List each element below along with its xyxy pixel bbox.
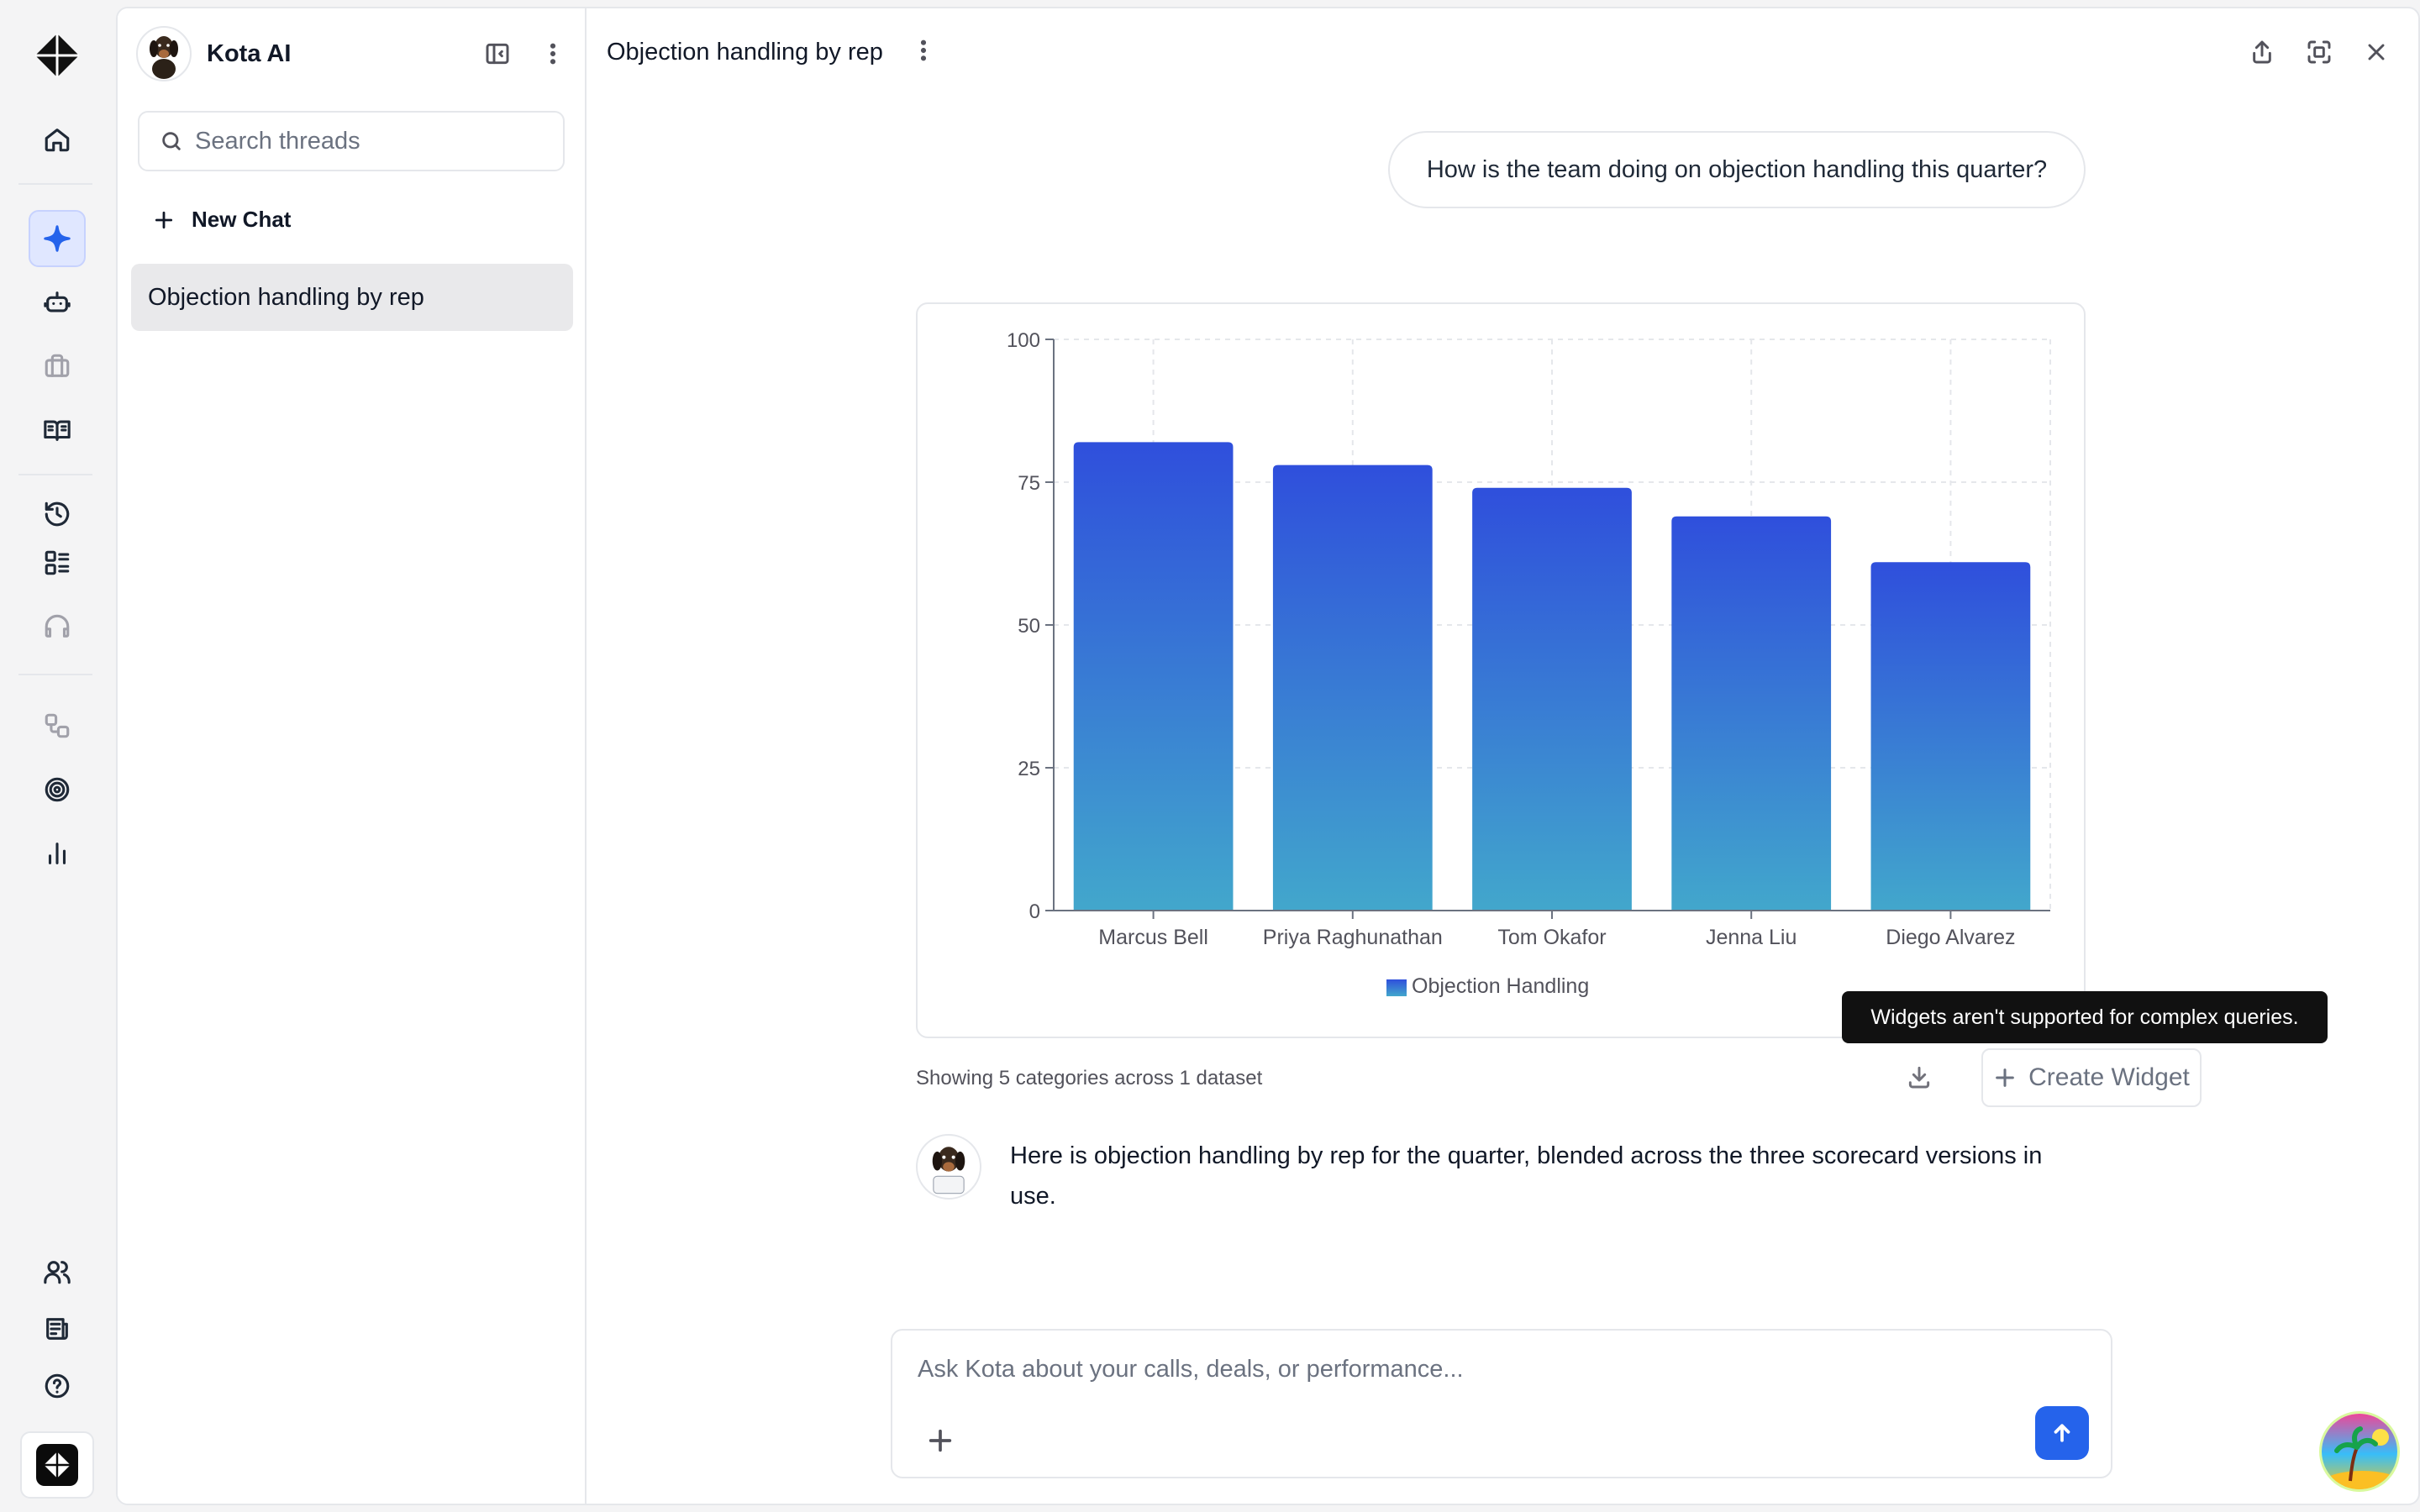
chart-legend: Objection Handling	[1386, 974, 1589, 998]
more-options-button[interactable]	[910, 37, 937, 68]
send-button[interactable]	[2035, 1406, 2089, 1460]
y-tick-label: 75	[1018, 472, 1040, 495]
bar-jenna-liu[interactable]	[1671, 516, 1832, 911]
more-vertical-icon[interactable]	[539, 40, 566, 67]
user-message: How is the team doing on objection handl…	[1388, 131, 2086, 208]
create-widget-button[interactable]: Create Widget	[1981, 1048, 2202, 1107]
fullscreen-icon[interactable]	[2306, 39, 2333, 66]
assistant-message: Here is objection handling by rep for th…	[916, 1134, 2086, 1216]
chat-header: Objection handling by rep	[587, 8, 2418, 96]
bot-icon[interactable]	[29, 274, 86, 331]
tooltip: Widgets aren't supported for complex que…	[1842, 991, 2328, 1043]
x-tick-label: Diego Alvarez	[1886, 926, 2015, 949]
new-chat-label: New Chat	[192, 207, 292, 232]
search-threads-field[interactable]	[138, 111, 565, 171]
arrow-up-icon	[2054, 1424, 2070, 1442]
close-icon[interactable]	[2363, 39, 2390, 66]
more-vertical-icon	[920, 39, 926, 60]
composer	[891, 1329, 2112, 1478]
help-icon[interactable]	[29, 1357, 86, 1415]
download-button[interactable]	[1906, 1063, 1933, 1095]
kota-logo-icon[interactable]	[34, 32, 81, 79]
floating-assistant-button[interactable]	[2319, 1411, 2400, 1492]
sparkle-icon[interactable]	[29, 210, 86, 267]
chat-input[interactable]	[918, 1356, 2010, 1398]
workflow-icon[interactable]	[29, 697, 86, 754]
bar-priya-raghunathan[interactable]	[1272, 465, 1433, 911]
avatar	[136, 26, 192, 81]
threads-header: Kota AI	[136, 22, 566, 86]
chart-caption: Showing 5 categories across 1 dataset	[916, 1067, 1263, 1089]
headset-icon[interactable]	[29, 598, 86, 655]
target-icon[interactable]	[29, 761, 86, 818]
x-tick-label: Tom Okafor	[1497, 926, 1606, 949]
download-icon	[1908, 1066, 1930, 1089]
avatar	[916, 1134, 981, 1200]
home-icon[interactable]	[29, 111, 86, 168]
bar-tom-okafor[interactable]	[1472, 487, 1632, 911]
beach-island-icon	[2322, 1414, 2397, 1489]
y-tick-label: 100	[1007, 329, 1040, 352]
bar-chart-icon[interactable]	[29, 825, 86, 882]
plus-icon	[929, 1429, 952, 1452]
legend-label: Objection Handling	[1412, 974, 1589, 998]
thread-item-label: Objection handling by rep	[148, 283, 424, 311]
bar-chart: 0 25 50 75 100 Marcus Bell Priya Raghunathan To…	[1007, 329, 2051, 998]
assistant-message-text: Here is objection handling by rep for th…	[1010, 1142, 2043, 1210]
share-icon[interactable]	[2249, 39, 2275, 66]
collapse-sidebar-icon[interactable]	[484, 40, 511, 67]
newspaper-icon[interactable]	[29, 1300, 86, 1357]
dog-mascot-icon	[150, 36, 178, 79]
dog-mascot-icon	[932, 1147, 965, 1194]
new-chat-button[interactable]: New Chat	[153, 207, 291, 233]
users-icon[interactable]	[29, 1243, 86, 1300]
workspace-switcher[interactable]	[20, 1431, 94, 1499]
page-title: Objection handling by rep	[607, 38, 883, 66]
x-tick-label: Marcus Bell	[1098, 926, 1208, 949]
search-icon	[162, 132, 181, 150]
y-tick-label: 25	[1018, 758, 1040, 780]
bar-diego-alvarez[interactable]	[1870, 562, 2031, 911]
briefcase-icon[interactable]	[29, 338, 86, 395]
kota-logo-icon	[44, 1452, 71, 1478]
chart-card: 0 25 50 75 100 Marcus Bell Priya Raghunathan To…	[916, 302, 2086, 1038]
y-tick-label: 0	[1029, 900, 1040, 923]
app-title: Kota AI	[207, 39, 292, 67]
threads-sidebar: Kota AI New Chat Objection handling by r…	[118, 8, 587, 1504]
attach-button[interactable]	[926, 1426, 955, 1459]
bar-marcus-bell[interactable]	[1073, 442, 1234, 911]
history-icon[interactable]	[29, 486, 86, 543]
legend-swatch	[1386, 979, 1407, 996]
create-widget-label: Create Widget	[2028, 1063, 2190, 1091]
y-tick-label: 50	[1018, 615, 1040, 638]
chat-main: Objection handling by rep How is the tea…	[587, 8, 2418, 1504]
x-tick-label: Priya Raghunathan	[1263, 926, 1443, 949]
icon-rail	[0, 0, 116, 1512]
list-grid-icon[interactable]	[29, 534, 86, 591]
thread-item-objection-handling[interactable]: Objection handling by rep	[131, 264, 573, 331]
plus-icon	[155, 211, 173, 228]
x-tick-label: Jenna Liu	[1706, 926, 1797, 949]
search-input[interactable]	[195, 127, 548, 155]
plus-icon	[1996, 1068, 2014, 1087]
book-open-icon[interactable]	[29, 402, 86, 459]
app-frame: Kota AI New Chat Objection handling by r…	[116, 7, 2420, 1505]
